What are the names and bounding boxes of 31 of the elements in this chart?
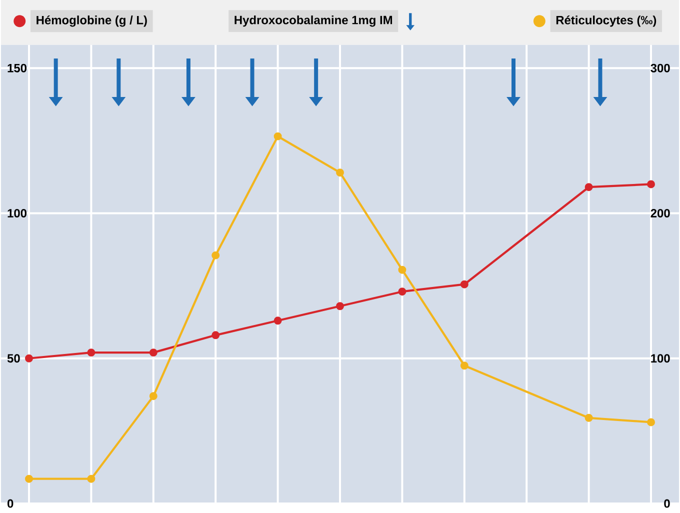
point [25,354,33,363]
point [25,475,33,483]
point [212,331,220,340]
point [336,302,344,310]
legend-label: Hémoglobine (g / L) [36,16,147,27]
point [647,418,656,426]
point [149,392,158,400]
point [87,475,96,483]
point [336,168,344,177]
y-tick-label: 150 [8,64,27,73]
legend-label: Réticulocytes (‰) [556,16,656,27]
y-tick-label: 100 [8,209,27,218]
point [398,266,406,274]
point [584,183,593,192]
point [87,348,96,357]
y2-tick-label: 200 [650,209,670,218]
point [212,252,220,260]
point [460,362,468,370]
y2-tick-label: 300 [650,64,670,72]
y-tick-label: 50 [7,354,20,363]
point [274,316,282,325]
y2-tick-label: 100 [651,354,670,363]
point [274,132,282,140]
point [460,280,468,289]
text: Hydroxocobalamine 1mg IM [234,16,392,27]
y-tick-label: 0 [8,499,14,508]
point [584,414,593,422]
point [647,180,655,188]
point [149,348,158,357]
point [398,288,406,296]
y2-tick-label: 0 [664,499,670,508]
